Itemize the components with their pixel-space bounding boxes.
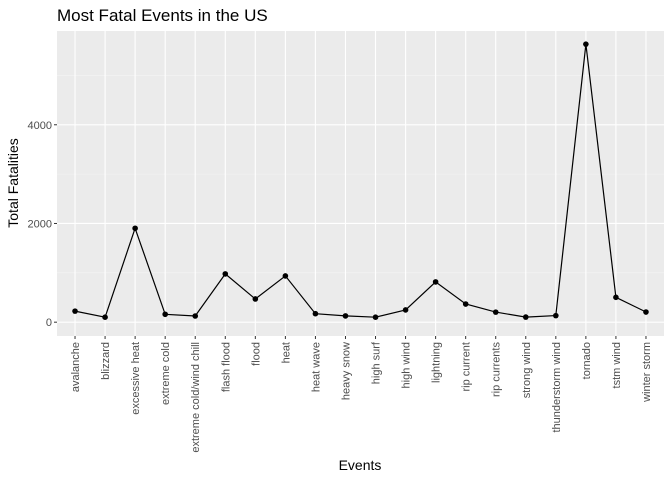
data-point xyxy=(462,301,469,307)
x-axis: avalanche blizzard excessive heat extreme c… xyxy=(70,336,653,453)
data-point xyxy=(372,314,379,320)
x-tick-label: flood xyxy=(250,342,262,366)
x-tick-label: blizzard xyxy=(100,342,112,380)
x-tick-label: flash flood xyxy=(220,342,232,392)
y-tick-label: 2000 xyxy=(28,218,52,230)
x-tick-label: tornado xyxy=(581,342,593,379)
x-tick-label: thunderstorm wind xyxy=(551,342,563,433)
x-tick-label: extreme cold/wind chill xyxy=(190,342,202,453)
data-point xyxy=(192,313,199,319)
data-point xyxy=(132,225,138,232)
data-point xyxy=(72,308,78,314)
y-tick-label: 0 xyxy=(46,317,52,329)
x-tick-label: tstm wind xyxy=(611,342,623,388)
minor-gridlines-y xyxy=(57,75,664,274)
data-point xyxy=(492,309,499,315)
x-tick-label: winter storm xyxy=(641,342,653,403)
data-point xyxy=(432,279,439,285)
x-tick-label: heat xyxy=(280,342,292,363)
data-point xyxy=(643,309,649,315)
y-tick-label: 4000 xyxy=(28,120,52,132)
series-line xyxy=(74,44,647,318)
x-tick-label: lightning xyxy=(431,342,443,383)
x-axis-title: Events xyxy=(339,457,382,473)
data-point xyxy=(553,312,559,319)
data-point xyxy=(522,314,529,320)
major-gridlines-y xyxy=(57,124,664,323)
x-tick-label: avalanche xyxy=(70,342,82,392)
data-point xyxy=(312,310,319,317)
data-point xyxy=(342,313,349,319)
x-tick-label: heavy snow xyxy=(340,342,352,400)
data-point xyxy=(222,271,229,277)
x-tick-label: extreme cold xyxy=(160,342,172,405)
x-tick-label: high wind xyxy=(401,342,413,388)
major-gridlines-x xyxy=(74,31,647,336)
data-point xyxy=(613,294,619,301)
plot-panel xyxy=(57,31,664,336)
data-point xyxy=(102,314,108,320)
x-tick-label: strong wind xyxy=(521,342,533,398)
data-point xyxy=(282,273,289,279)
data-point xyxy=(162,311,168,318)
chart-title: Most Fatal Events in the US xyxy=(57,6,268,25)
data-point xyxy=(583,41,589,47)
x-tick-label: heat wave xyxy=(310,342,322,392)
series xyxy=(72,41,649,320)
y-axis-title: Total Fatalities xyxy=(5,138,21,227)
y-axis: 0 2000 4000 xyxy=(28,120,57,329)
data-point xyxy=(402,307,409,313)
data-point xyxy=(252,296,259,302)
x-tick-label: excessive heat xyxy=(130,342,142,415)
x-tick-label: high surf xyxy=(371,341,383,384)
x-tick-label: rip current xyxy=(461,342,473,392)
x-tick-label: rip currents xyxy=(491,342,503,398)
